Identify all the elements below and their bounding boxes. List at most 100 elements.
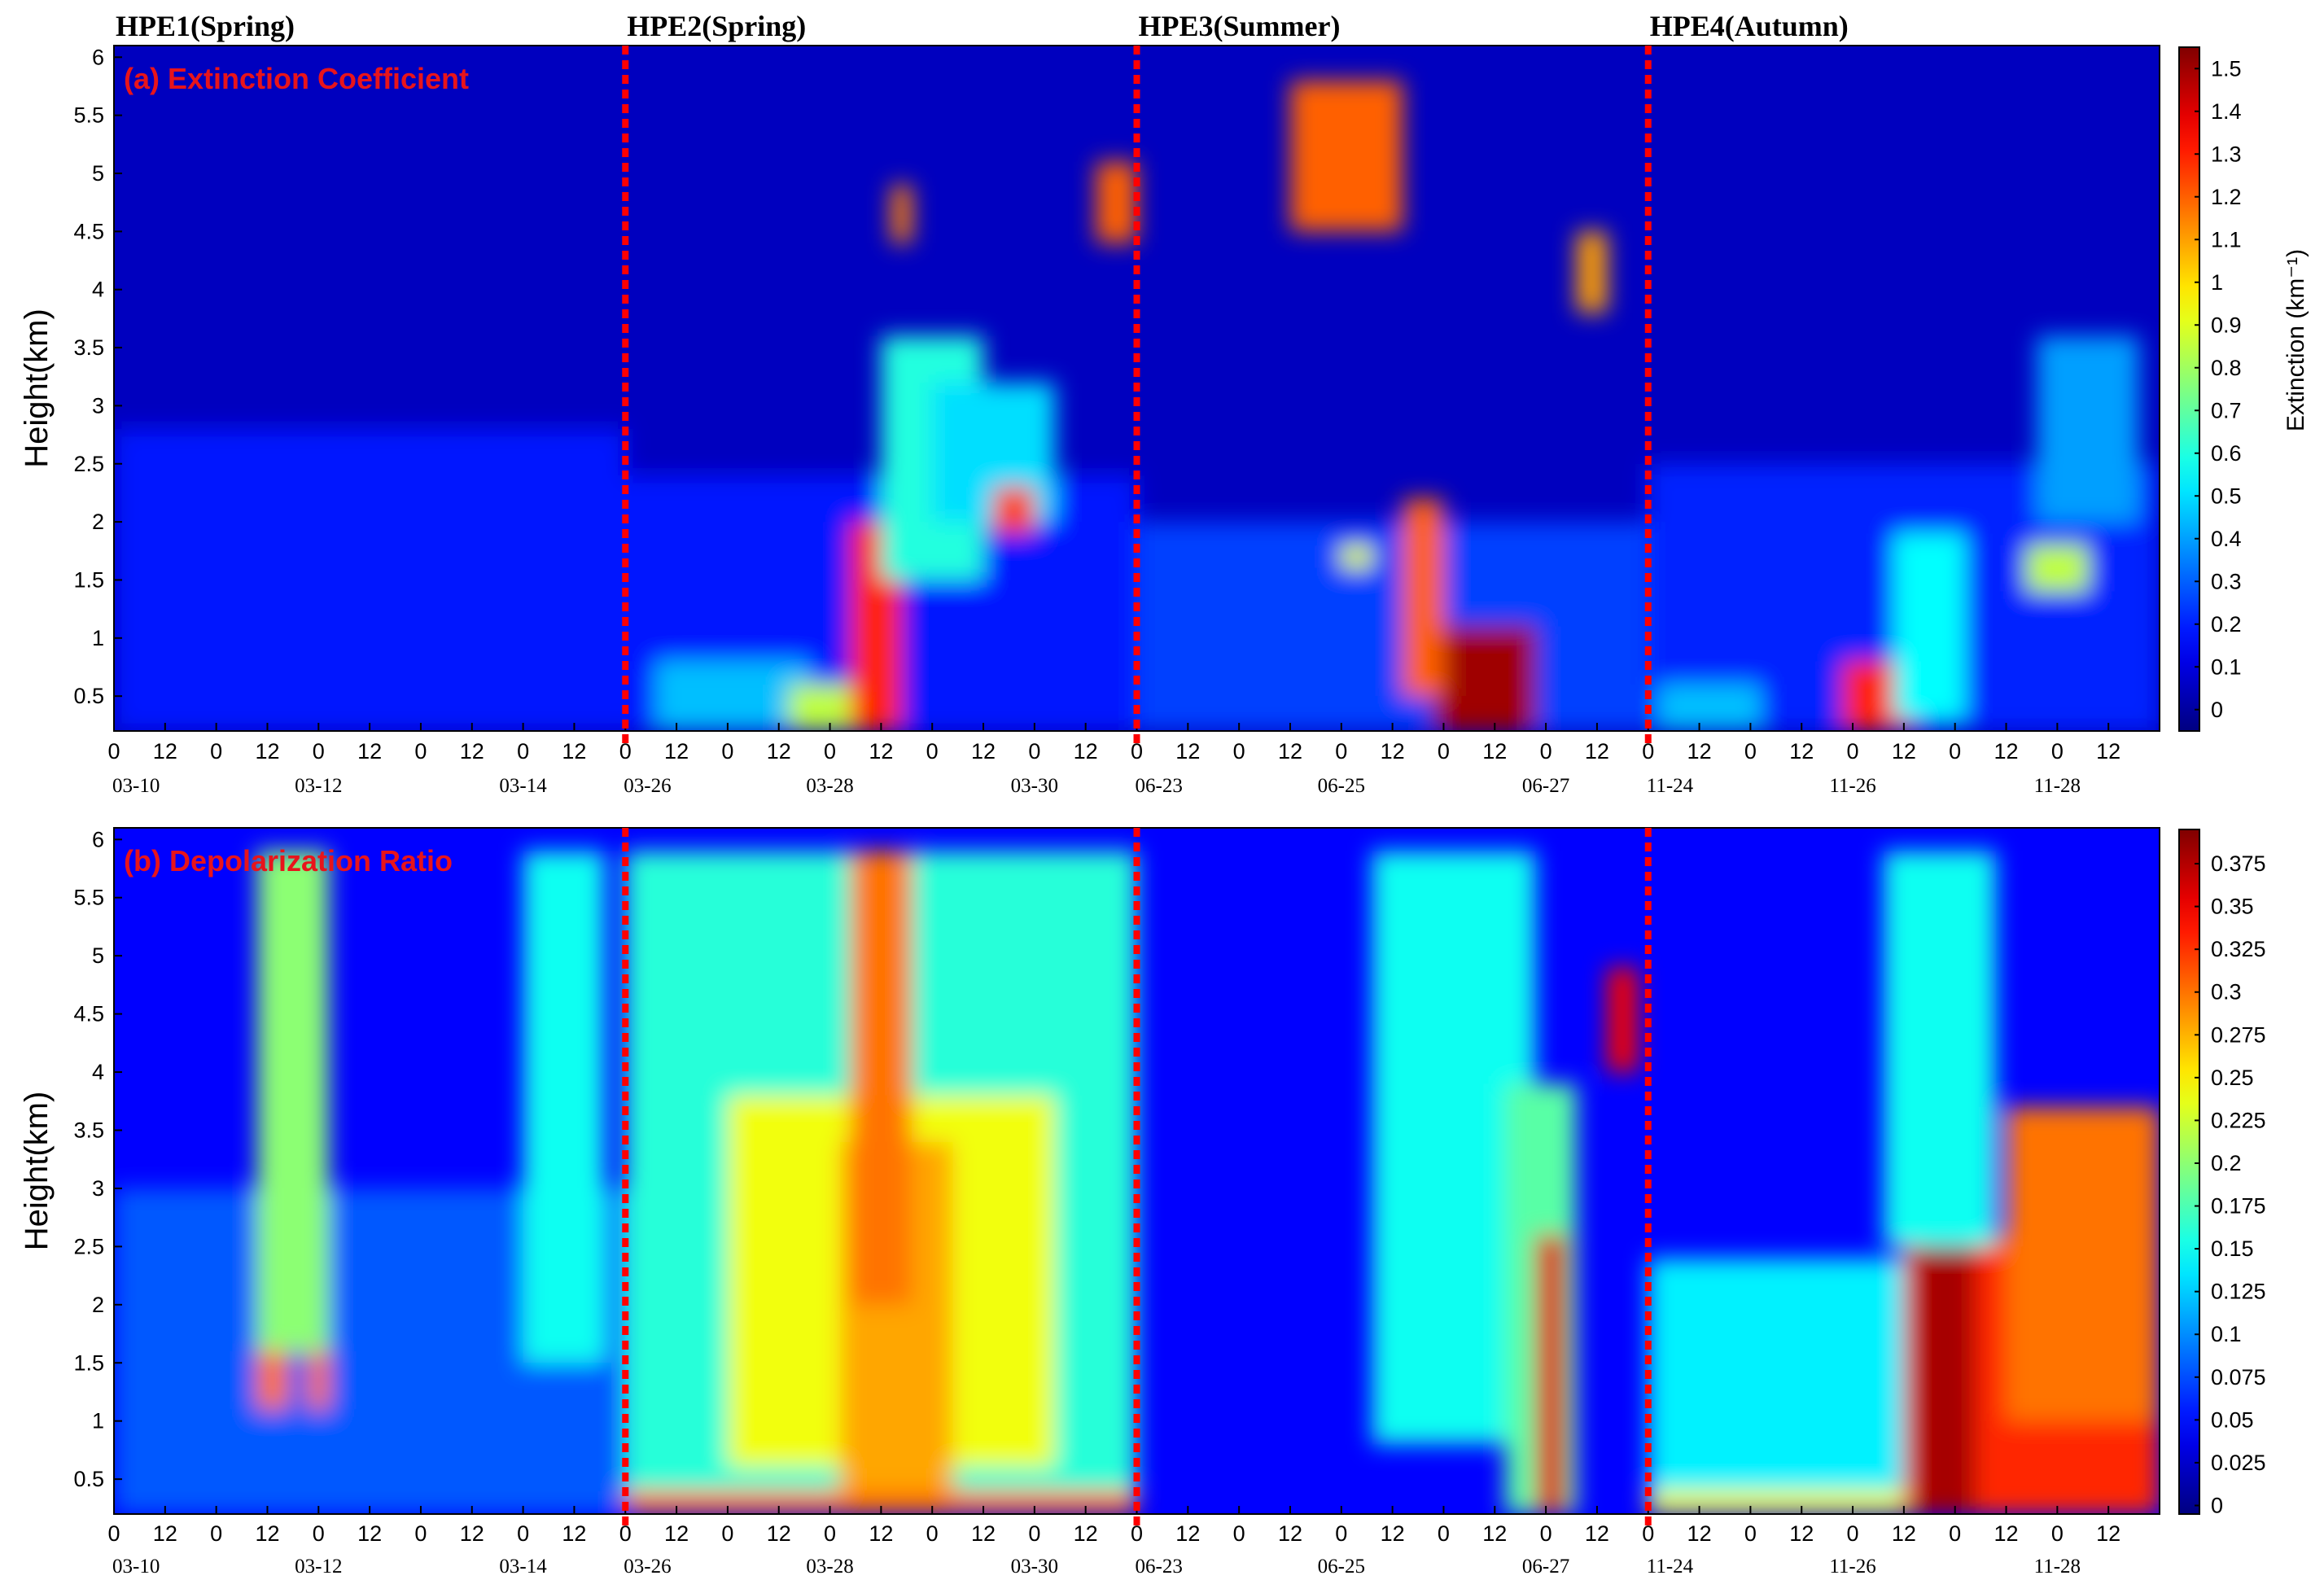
y-tick-label: 6 (92, 45, 104, 69)
heatmap-cell (891, 185, 913, 243)
x-tick-label: 0 (1847, 739, 1859, 764)
x-tick-label: 0 (313, 1521, 325, 1546)
y-tick-label: 2 (92, 1293, 104, 1317)
x-tick-label: 12 (562, 739, 586, 764)
x-tick-label: 0 (1335, 739, 1347, 764)
x-tick-label: 0 (414, 739, 427, 764)
y-tick-label: 1.5 (73, 1350, 104, 1375)
x-tick-label: 0 (1335, 1521, 1347, 1546)
extinction-panel: 0.5 1 1.5 2 2.5 3 3.5 4 4.5 5 5.5 6 Height(km) 0 12 0 12… (19, 45, 2309, 797)
x-tick-label: 12 (1585, 1521, 1609, 1546)
heatmap-cell (2026, 545, 2089, 592)
x-tick-label: 0 (619, 1521, 632, 1546)
event-labels: HPE1(Spring) HPE2(Spring) HPE3(Summer) HPE4… (116, 10, 1849, 42)
x-tick-label: 0 (107, 1521, 120, 1546)
x-date-label: 03-10 (112, 775, 160, 797)
x-tick-label: 12 (1892, 739, 1916, 764)
x-tick-label: 0 (1949, 1521, 1961, 1546)
colorbar-tick-label: 0.5 (2211, 484, 2242, 508)
y-tick-label: 5.5 (73, 886, 104, 910)
colorbar-tick-label: 0 (2211, 698, 2223, 722)
heatmap-cell (655, 661, 810, 731)
y-tick-label: 4 (92, 278, 104, 302)
x-tick-label: 12 (1482, 1521, 1507, 1546)
colorbar-title: Extinction (km⁻¹) (2282, 249, 2309, 431)
x-tick-label: 12 (1789, 1521, 1814, 1546)
colorbar-tick-label: 0.25 (2211, 1066, 2254, 1090)
heatmap-cell (2006, 1106, 2160, 1421)
x-tick-label: 12 (1175, 739, 1200, 764)
x-date-label: 11-28 (2034, 775, 2081, 797)
x-tick-label: 12 (1074, 739, 1098, 764)
y-tick-label: 0.5 (73, 1467, 104, 1491)
colorbar-tick-label: 0.175 (2211, 1194, 2266, 1219)
x-tick-label: 12 (1381, 739, 1405, 764)
x-tick-label: 0 (1744, 1521, 1757, 1546)
colorbar-tick-label: 0 (2211, 1493, 2223, 1517)
x-tick-label: 12 (971, 739, 996, 764)
x-tick-label: 12 (767, 739, 791, 764)
colorbar (2178, 829, 2200, 1515)
x-tick-label: 12 (357, 739, 382, 764)
y-tick-label: 1 (92, 1409, 104, 1433)
heatmap-cell (1883, 851, 1996, 1247)
x-tick-label: 12 (1175, 1521, 1200, 1546)
x-tick-label: 12 (1278, 739, 1302, 764)
x-tick-label: 0 (1233, 739, 1245, 764)
x-tick-label: 12 (1585, 739, 1609, 764)
y-tick-label: 4.5 (73, 1002, 104, 1026)
x-tick-label: 12 (1892, 1521, 1916, 1546)
colorbar-tick-label: 0.125 (2211, 1280, 2266, 1304)
x-tick-label: 0 (2051, 739, 2064, 764)
x-tick-label: 0 (1642, 1521, 1654, 1546)
colorbar-tick-label: 0.8 (2211, 356, 2242, 380)
x-tick-label: 12 (460, 1521, 484, 1546)
x-tick-label: 0 (721, 1521, 733, 1546)
panel-label: (a) Extinction Coefficient (124, 62, 469, 95)
y-tick-label: 2.5 (73, 1234, 104, 1258)
y-tick-label: 3 (92, 1176, 104, 1201)
heatmap-cell (1607, 967, 1639, 1073)
colorbar-tick-label: 1.5 (2211, 56, 2242, 81)
y-tick-label: 2.5 (73, 452, 104, 476)
x-tick-label: 0 (619, 739, 632, 764)
x-tick-label: 12 (153, 1521, 177, 1546)
colorbar-tick-label: 0.275 (2211, 1022, 2266, 1047)
y-tick-label: 4.5 (73, 219, 104, 243)
x-tick-label: 12 (1278, 1521, 1302, 1546)
x-tick-label: 0 (1131, 1521, 1143, 1546)
colorbar-tick-label: 0.3 (2211, 569, 2242, 593)
x-tick-label: 0 (2051, 1521, 2064, 1546)
x-tick-label: 0 (1949, 739, 1961, 764)
y-tick-label: 3.5 (73, 335, 104, 360)
x-tick-label: 0 (1540, 1521, 1552, 1546)
colorbar-tick-label: 1.2 (2211, 185, 2242, 209)
x-tick-label: 0 (313, 739, 325, 764)
colorbar-tick-label: 0.6 (2211, 441, 2242, 466)
colorbar-tick-label: 0.35 (2211, 895, 2254, 919)
x-tick-label: 12 (664, 1521, 689, 1546)
x-tick-label: 12 (255, 739, 279, 764)
y-tick-label: 2 (92, 510, 104, 534)
x-tick-label: 12 (869, 1521, 893, 1546)
x-tick-label: 0 (1438, 739, 1450, 764)
x-tick-label: 0 (824, 739, 836, 764)
x-date-label: 06-23 (1136, 775, 1183, 797)
colorbar (2178, 46, 2200, 732)
x-tick-label: 0 (1233, 1521, 1245, 1546)
x-date-label: 11-26 (1829, 1556, 1875, 1578)
heatmap-cell (1433, 626, 1536, 731)
event-title: HPE4(Autumn) (1650, 10, 1849, 42)
colorbar-tick-label: 0.9 (2211, 313, 2242, 337)
heatmap-cell (1341, 545, 1372, 569)
heatmap-cell (1289, 80, 1403, 232)
x-tick-label: 0 (1540, 739, 1552, 764)
heatmap-cell (1658, 684, 1761, 731)
heatmap-cell (1576, 231, 1608, 313)
x-tick-label: 12 (971, 1521, 996, 1546)
y-tick-label: 3.5 (73, 1118, 104, 1142)
x-tick-label: 0 (1028, 739, 1040, 764)
x-date-label: 06-27 (1522, 1556, 1569, 1578)
x-tick-label: 12 (2096, 739, 2120, 764)
